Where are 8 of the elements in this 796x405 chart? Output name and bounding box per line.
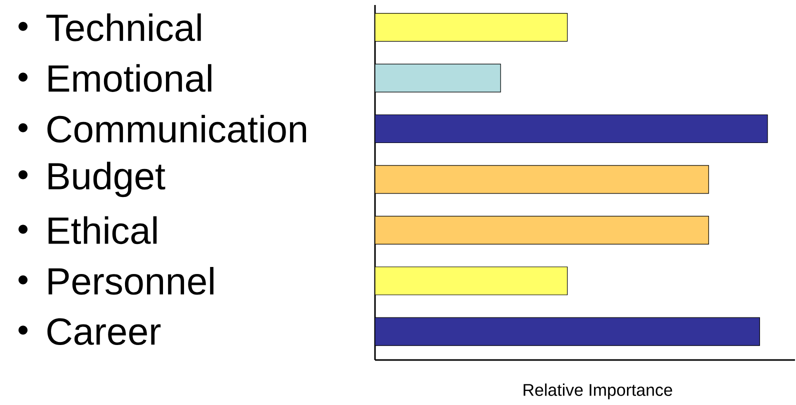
y-tick-label: Career [47,318,161,346]
x-axis-title: Relative Importance [524,384,672,400]
y-tick-label: Communication [47,114,306,143]
y-tick-label: Ethical [48,216,157,244]
y-tick-label: Emotional [48,64,212,92]
y-tick-label: Technical [46,13,201,42]
y-tick-label: Personnel [48,266,214,295]
y-tick-label: Budget [48,162,166,198]
